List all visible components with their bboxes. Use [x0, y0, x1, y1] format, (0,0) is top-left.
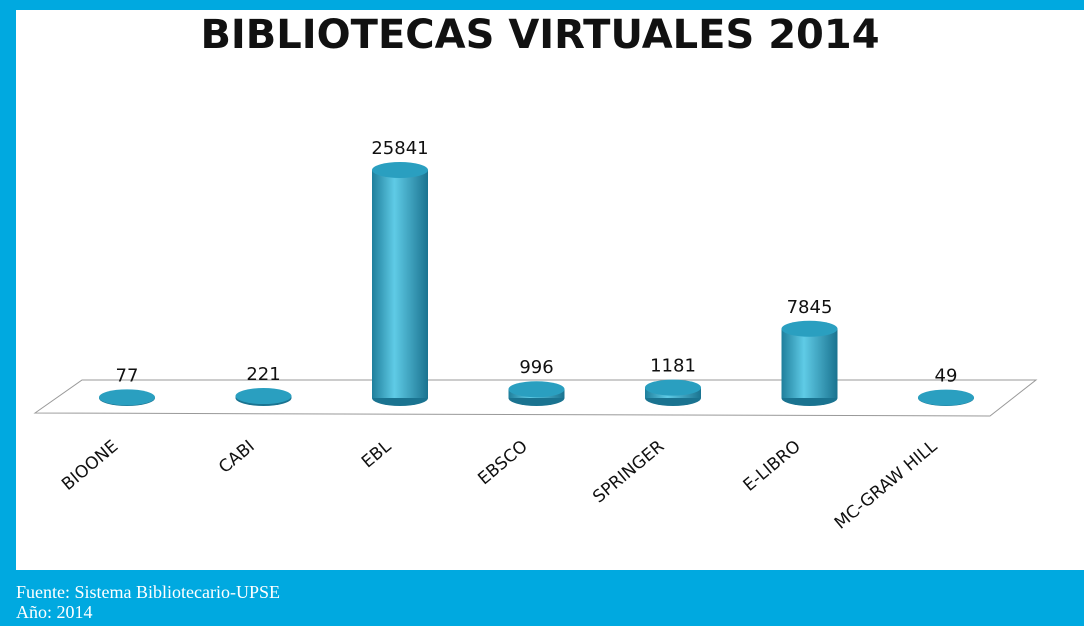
data-label: 25841	[371, 138, 428, 159]
x-tick-label: CABI	[215, 437, 259, 478]
source: Fuente: Sistema Bibliotecario-UPSE	[16, 582, 280, 602]
bar	[235, 388, 292, 406]
bar-top	[99, 389, 155, 406]
chart-title: BIBLIOTECAS VIRTUALES 2014	[200, 12, 879, 58]
data-label: 996	[519, 357, 553, 378]
bar	[781, 320, 838, 406]
bar-body	[781, 328, 838, 398]
year: Año: 2014	[16, 602, 93, 622]
x-tick-label: MC-GRAW HILL	[831, 436, 942, 533]
bar-top	[372, 162, 428, 178]
x-tick-label: SPRINGER	[589, 436, 668, 507]
bar	[99, 389, 155, 406]
chart-panel	[16, 10, 1084, 570]
bar-top	[235, 388, 292, 405]
footer: Fuente: Sistema Bibliotecario-UPSE Año: …	[16, 582, 280, 622]
data-label: 77	[116, 365, 139, 386]
bar-top	[645, 379, 701, 396]
bar	[508, 381, 565, 406]
x-tick-label: EBSCO	[474, 437, 531, 490]
data-label: 221	[246, 364, 280, 385]
bar	[372, 162, 428, 406]
data-label: 49	[935, 366, 958, 387]
chart: BIBLIOTECAS VIRTUALES 2014 77 BIOONE 221 CA…	[33, 12, 1038, 534]
bar	[645, 379, 701, 406]
bar-body	[372, 170, 428, 398]
bar	[918, 389, 974, 406]
x-tick-label: EBL	[358, 436, 396, 472]
x-tick-label: E-LIBRO	[740, 437, 805, 496]
bar-top	[918, 389, 974, 406]
bar-top	[781, 320, 838, 337]
data-label: 7845	[787, 297, 833, 318]
x-tick-label: BIOONE	[58, 437, 122, 495]
data-label: 1181	[650, 356, 696, 377]
bar-top	[508, 381, 565, 398]
